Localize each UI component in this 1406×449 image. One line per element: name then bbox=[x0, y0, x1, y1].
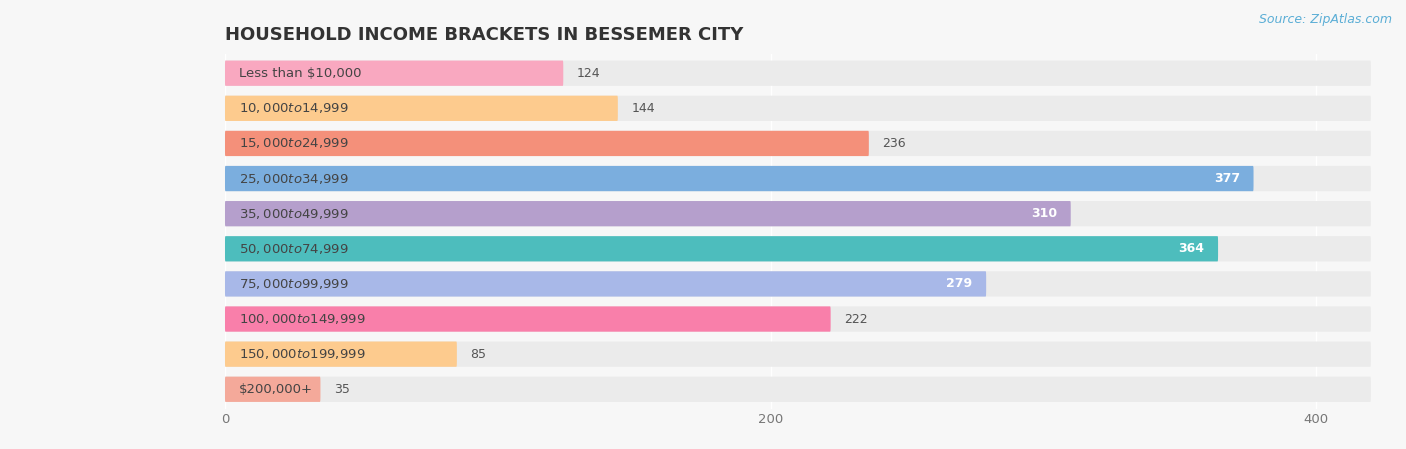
FancyBboxPatch shape bbox=[225, 61, 564, 86]
FancyBboxPatch shape bbox=[225, 131, 1371, 156]
FancyBboxPatch shape bbox=[225, 131, 869, 156]
FancyBboxPatch shape bbox=[225, 342, 457, 367]
Text: $100,000 to $149,999: $100,000 to $149,999 bbox=[239, 312, 366, 326]
Text: HOUSEHOLD INCOME BRACKETS IN BESSEMER CITY: HOUSEHOLD INCOME BRACKETS IN BESSEMER CI… bbox=[225, 26, 744, 44]
FancyBboxPatch shape bbox=[225, 61, 1371, 86]
FancyBboxPatch shape bbox=[225, 377, 1371, 402]
Text: $200,000+: $200,000+ bbox=[239, 383, 312, 396]
Text: 310: 310 bbox=[1031, 207, 1057, 220]
FancyBboxPatch shape bbox=[225, 201, 1071, 226]
FancyBboxPatch shape bbox=[225, 271, 1371, 296]
Text: $50,000 to $74,999: $50,000 to $74,999 bbox=[239, 242, 349, 256]
FancyBboxPatch shape bbox=[225, 306, 831, 332]
FancyBboxPatch shape bbox=[225, 271, 986, 296]
Text: $15,000 to $24,999: $15,000 to $24,999 bbox=[239, 136, 349, 150]
Text: $25,000 to $34,999: $25,000 to $34,999 bbox=[239, 172, 349, 185]
FancyBboxPatch shape bbox=[225, 201, 1371, 226]
FancyBboxPatch shape bbox=[225, 166, 1371, 191]
Text: $35,000 to $49,999: $35,000 to $49,999 bbox=[239, 207, 349, 220]
Text: 35: 35 bbox=[335, 383, 350, 396]
FancyBboxPatch shape bbox=[225, 96, 1371, 121]
Text: $150,000 to $199,999: $150,000 to $199,999 bbox=[239, 347, 366, 361]
Text: 236: 236 bbox=[883, 137, 905, 150]
Text: $10,000 to $14,999: $10,000 to $14,999 bbox=[239, 101, 349, 115]
Text: Source: ZipAtlas.com: Source: ZipAtlas.com bbox=[1258, 13, 1392, 26]
FancyBboxPatch shape bbox=[225, 166, 1254, 191]
FancyBboxPatch shape bbox=[225, 96, 617, 121]
FancyBboxPatch shape bbox=[225, 236, 1218, 261]
Text: 364: 364 bbox=[1178, 242, 1205, 255]
FancyBboxPatch shape bbox=[225, 236, 1371, 261]
Text: 377: 377 bbox=[1213, 172, 1240, 185]
Text: $75,000 to $99,999: $75,000 to $99,999 bbox=[239, 277, 349, 291]
Text: 85: 85 bbox=[471, 348, 486, 361]
FancyBboxPatch shape bbox=[225, 306, 1371, 332]
Text: 124: 124 bbox=[576, 67, 600, 79]
Text: Less than $10,000: Less than $10,000 bbox=[239, 67, 361, 79]
FancyBboxPatch shape bbox=[225, 342, 1371, 367]
Text: 279: 279 bbox=[946, 277, 973, 291]
FancyBboxPatch shape bbox=[225, 377, 321, 402]
Text: 222: 222 bbox=[844, 313, 868, 326]
Text: 144: 144 bbox=[631, 102, 655, 115]
